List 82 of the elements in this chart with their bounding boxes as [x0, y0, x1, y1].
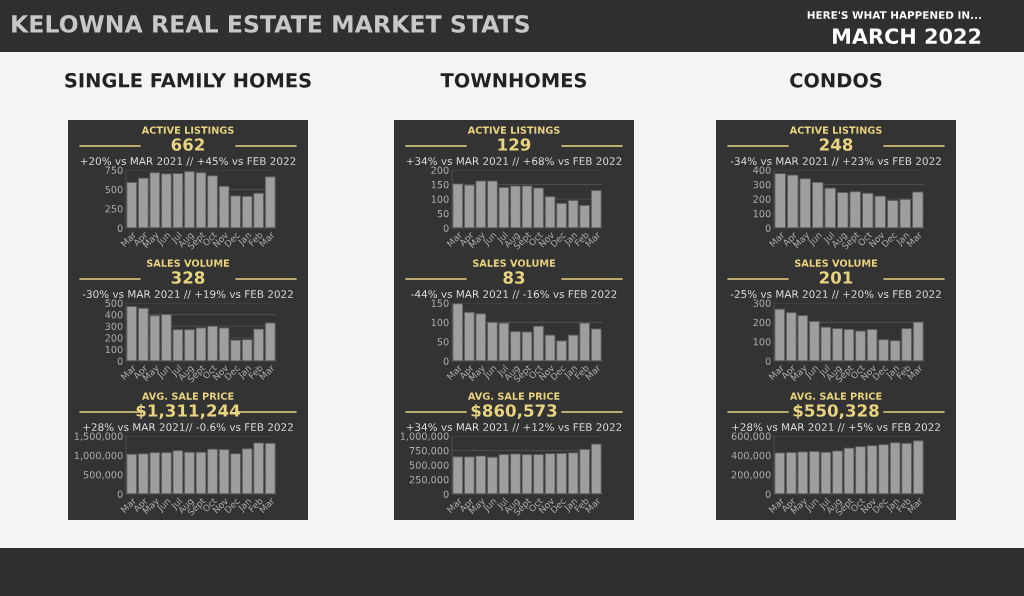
y-tick-label: 200: [431, 166, 449, 174]
y-tick-label: 100: [431, 195, 449, 203]
y-tick-label: 750: [105, 166, 123, 174]
y-tick-label: 1,000,000: [400, 432, 449, 441]
text: -34% vs MAR 2021 // +23% vs FEB 2022: [730, 157, 941, 166]
y-tick-label: 0: [765, 357, 771, 365]
y-tick-label: 0: [117, 357, 123, 365]
y-tick-label: 50: [437, 338, 449, 346]
x-tick-label: Jun: [156, 364, 172, 381]
y-tick-label: 200: [105, 334, 123, 342]
chart-subtitle: $860,573: [471, 403, 557, 420]
y-tick-label: 0: [443, 224, 449, 232]
y-tick-label: 400,000: [731, 451, 771, 461]
x-tick-label: Jun: [482, 364, 498, 381]
chart-title: SALES VOLUME: [146, 259, 229, 267]
y-tick-label: 200: [753, 195, 771, 203]
y-tick-label: 200: [753, 318, 771, 327]
y-tick-label: 1,500,000: [74, 432, 123, 441]
chart-subtitle: 201: [819, 271, 853, 284]
x-tick-label: Jun: [156, 497, 172, 514]
y-tick-label: 300: [753, 180, 771, 189]
text: +20% vs MAR 2021 // +45% vs FEB 2022: [80, 157, 296, 166]
y-tick-label: 150: [431, 180, 449, 189]
chart-title: AVG. SALE PRICE: [789, 392, 882, 400]
y-tick-label: 500: [105, 299, 123, 307]
chart-title: ACTIVE LISTINGS: [789, 126, 882, 134]
text: +34% vs MAR 2021 // +68% vs FEB 2022: [406, 157, 622, 166]
text: +28% vs MAR 2021 // +5% vs FEB 2022: [732, 423, 940, 432]
y-tick-label: 400: [105, 311, 123, 319]
y-tick-label: 100: [753, 338, 771, 346]
x-tick-label: Jun: [156, 231, 172, 248]
chart-title: ACTIVE LISTINGS: [467, 126, 560, 134]
y-tick-label: 600,000: [731, 432, 771, 441]
y-tick-label: 0: [443, 490, 449, 498]
y-tick-label: 500,000: [409, 461, 449, 470]
text: SINGLE FAMILY HOMES: [65, 72, 311, 88]
text: -44% vs MAR 2021 // -16% vs FEB 2022: [411, 290, 617, 299]
text: +34% vs MAR 2021 // +12% vs FEB 2022: [406, 423, 622, 432]
chart-subtitle: $1,311,244: [136, 403, 240, 420]
chart-title: AVG. SALE PRICE: [141, 392, 234, 400]
chart-subtitle: 129: [498, 138, 531, 151]
y-tick-label: 300: [105, 322, 123, 331]
y-tick-label: 200,000: [731, 471, 771, 480]
chart-subtitle: $550,328: [793, 403, 879, 420]
y-tick-label: 0: [117, 224, 123, 232]
text: CONDOS: [790, 72, 882, 88]
chart-subtitle: 83: [503, 271, 525, 284]
text: HERE'S WHAT HAPPENED IN...: [807, 11, 981, 20]
chart-subtitle: 662: [171, 138, 204, 151]
chart-title: AVG. SALE PRICE: [467, 392, 560, 400]
text: TOWNHOMES: [440, 72, 587, 88]
x-tick-label: Jun: [482, 231, 498, 248]
y-tick-label: 0: [765, 490, 771, 498]
y-tick-label: 500,000: [83, 471, 123, 480]
y-tick-label: 0: [117, 490, 123, 498]
y-tick-label: 250: [105, 205, 123, 213]
chart-subtitle: 328: [171, 271, 205, 284]
x-tick-label: Jun: [804, 497, 820, 514]
x-tick-label: Jun: [482, 497, 498, 514]
y-tick-label: 400: [753, 166, 771, 174]
text: MARCH 2022: [833, 28, 981, 45]
text: +28% vs MAR 2021// -0.6% vs FEB 2022: [83, 423, 293, 432]
y-tick-label: 750,000: [409, 446, 449, 456]
text: -30% vs MAR 2021 // +19% vs FEB 2022: [82, 290, 293, 299]
text: KELOWNA REAL ESTATE MARKET STATS: [12, 14, 529, 33]
y-tick-label: 1,000,000: [74, 451, 123, 461]
chart-subtitle: 248: [819, 138, 853, 151]
y-tick-label: 250,000: [409, 475, 449, 485]
y-tick-label: 50: [437, 209, 449, 218]
y-tick-label: 100: [105, 345, 123, 354]
y-tick-label: 100: [431, 318, 449, 327]
text: -25% vs MAR 2021 // +20% vs FEB 2022: [730, 290, 941, 299]
chart-title: SALES VOLUME: [794, 259, 877, 267]
y-tick-label: 500: [105, 185, 123, 194]
y-tick-label: 0: [443, 357, 449, 365]
y-tick-label: 100: [753, 209, 771, 218]
x-tick-label: Jun: [804, 364, 820, 381]
y-tick-label: 0: [765, 224, 771, 232]
chart-title: SALES VOLUME: [472, 259, 555, 267]
chart-title: ACTIVE LISTINGS: [141, 126, 234, 134]
y-tick-label: 300: [753, 299, 771, 307]
y-tick-label: 150: [431, 299, 449, 307]
